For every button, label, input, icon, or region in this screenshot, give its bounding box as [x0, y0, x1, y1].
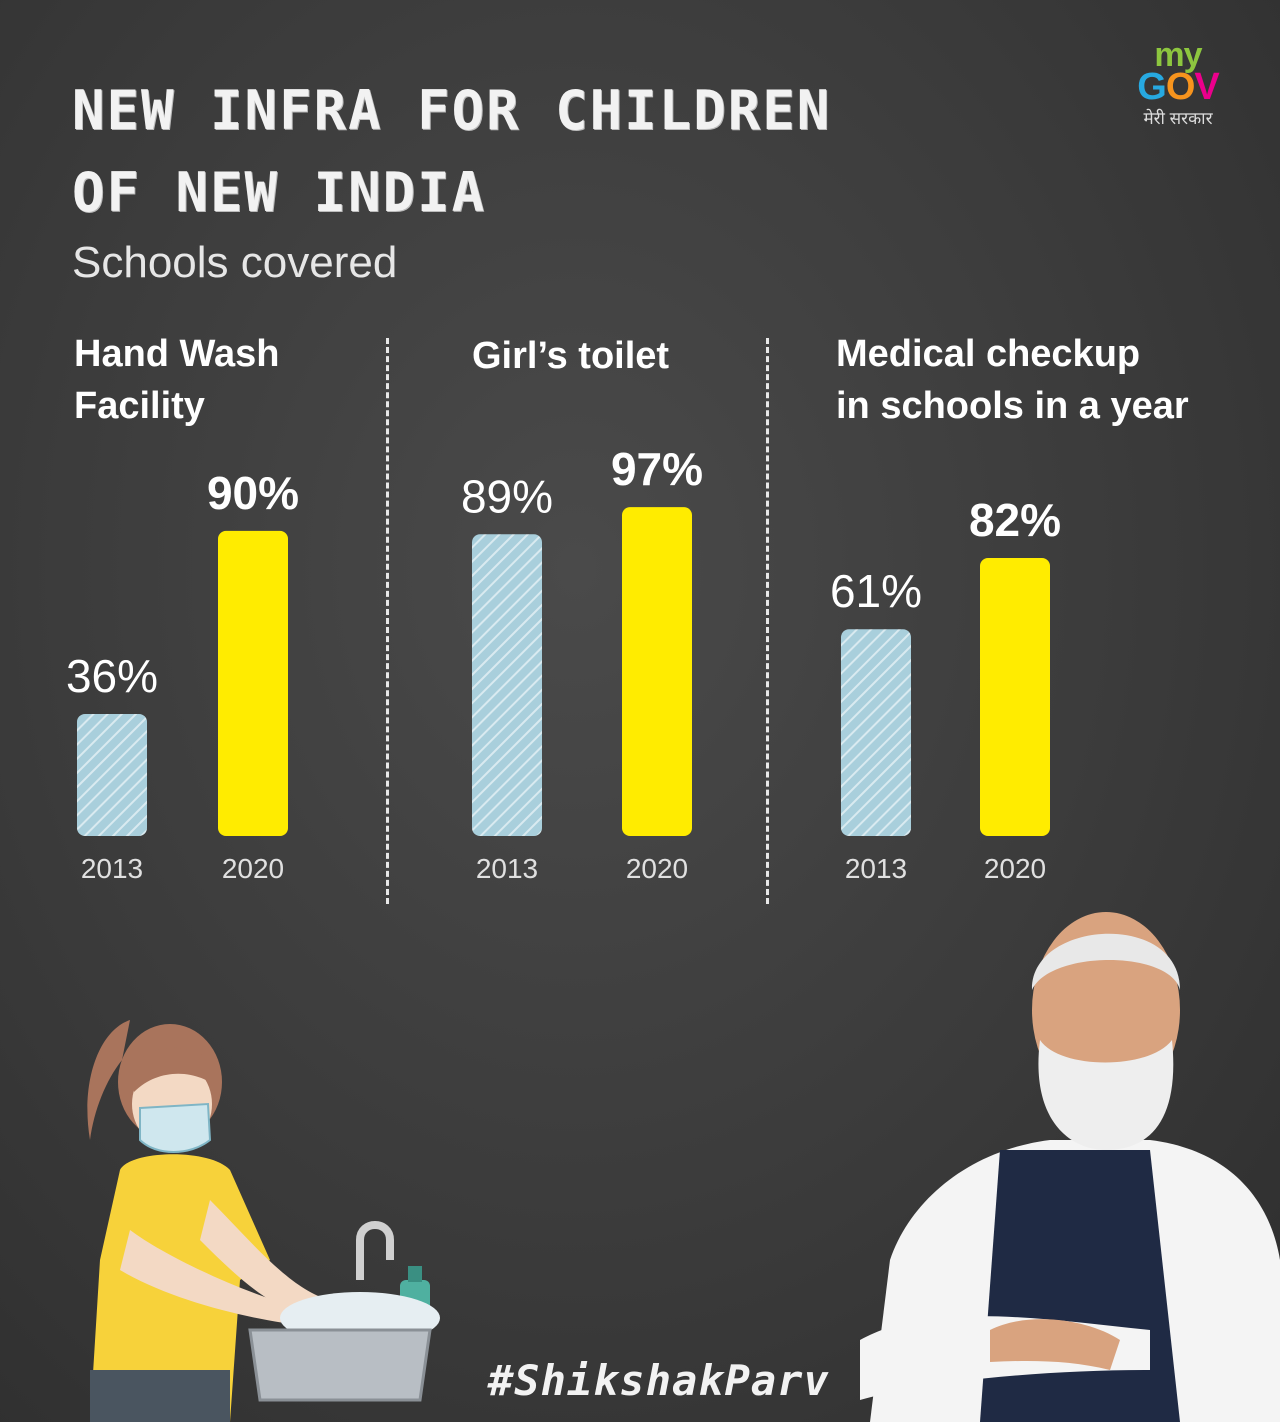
panel-divider-1: [386, 338, 389, 904]
bar-2013-panel-3: [841, 629, 911, 836]
value-label-2020-panel-2: 97%: [611, 443, 703, 495]
bar-2020-panel-3: [980, 558, 1050, 836]
category-label-2013-panel-3: 2013: [845, 853, 907, 884]
bar-charts: 36% 2013 90% 2020 89% 2013 97% 2020 61% 2013 82% 20…: [66, 443, 1061, 884]
logo-gov-text: GOV: [1137, 66, 1219, 108]
category-label-2020-panel-3: 2020: [984, 853, 1046, 884]
value-label-2013-panel-1: 36%: [66, 650, 158, 702]
value-label-2020-panel-1: 90%: [207, 467, 299, 519]
value-label-2013-panel-2: 89%: [461, 470, 553, 522]
title-line-2: OF NEW INDIA: [72, 161, 487, 224]
subtitle: Schools covered: [72, 238, 398, 287]
title-line-1: NEW INFRA FOR CHILDREN: [72, 79, 832, 142]
category-label-2013-panel-2: 2013: [476, 853, 538, 884]
panel-title-hand-wash: Hand Wash Facility: [74, 333, 280, 427]
category-label-2020-panel-2: 2020: [626, 853, 688, 884]
bar-2013-panel-1: [77, 713, 147, 836]
bar-2020-panel-2: [622, 507, 692, 836]
panel-divider-2: [766, 338, 769, 904]
logo-tagline: मेरी सरकार: [1143, 109, 1213, 128]
person-portrait-icon: [860, 912, 1280, 1422]
logo-my-text: my: [1154, 36, 1202, 74]
value-label-2020-panel-3: 82%: [969, 494, 1061, 546]
hashtag: #ShikshakParv: [488, 1356, 830, 1405]
girl-washing-hands-icon: [87, 1020, 440, 1422]
category-label-2013-panel-1: 2013: [81, 853, 143, 884]
panel-title-medical-checkup: Medical checkup in schools in a year: [836, 333, 1189, 427]
mygov-logo: my GOV मेरी सरकार: [1108, 36, 1248, 129]
bar-2013-panel-2: [472, 534, 542, 836]
value-label-2013-panel-3: 61%: [830, 565, 922, 617]
category-label-2020-panel-1: 2020: [222, 853, 284, 884]
page-title: NEW INFRA FOR CHILDREN OF NEW INDIA: [72, 70, 831, 234]
bar-2020-panel-1: [218, 530, 288, 836]
panel-title-girls-toilet: Girl’s toilet: [472, 335, 670, 377]
